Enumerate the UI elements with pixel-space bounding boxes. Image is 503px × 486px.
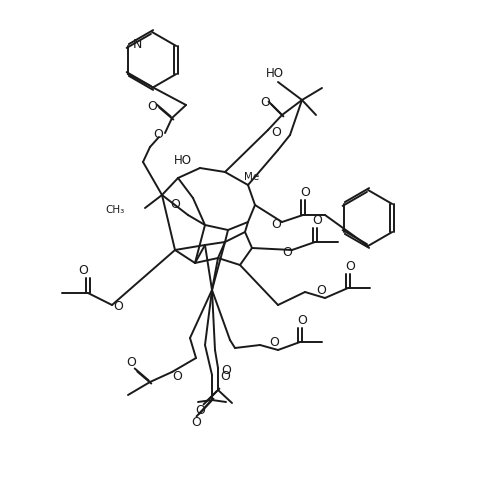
Text: O: O xyxy=(312,213,322,226)
Text: O: O xyxy=(316,283,326,296)
Text: O: O xyxy=(345,260,355,273)
Text: Me: Me xyxy=(244,172,260,182)
Text: O: O xyxy=(170,198,180,211)
Text: HO: HO xyxy=(266,68,284,81)
Text: N: N xyxy=(133,38,142,52)
Text: O: O xyxy=(300,186,310,198)
Text: CH₃: CH₃ xyxy=(106,205,125,215)
Text: O: O xyxy=(191,417,201,430)
Text: O: O xyxy=(260,97,270,109)
Text: HO: HO xyxy=(174,154,192,167)
Text: O: O xyxy=(195,403,205,417)
Text: O: O xyxy=(297,313,307,327)
Text: O: O xyxy=(269,335,279,348)
Text: O: O xyxy=(113,300,123,313)
Text: O: O xyxy=(147,100,157,112)
Text: O: O xyxy=(271,218,281,230)
Text: O: O xyxy=(126,357,136,369)
Text: O: O xyxy=(221,364,231,377)
Text: O: O xyxy=(172,370,182,383)
Text: O: O xyxy=(282,246,292,260)
Text: O: O xyxy=(153,127,163,140)
Text: O: O xyxy=(220,370,230,383)
Text: O: O xyxy=(78,263,88,277)
Text: O: O xyxy=(271,126,281,139)
